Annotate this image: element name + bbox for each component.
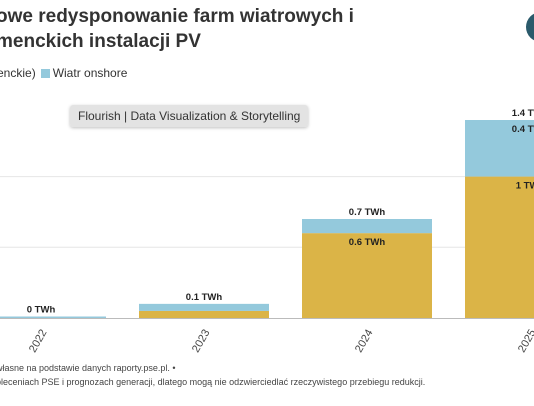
bar-2023-series-1 bbox=[139, 303, 269, 311]
bar-2024-series-0 bbox=[302, 233, 432, 318]
total-label-2023: 0.1 TWh bbox=[186, 292, 223, 303]
footer-note: bleceniach PSE i prognozach generacji, d… bbox=[0, 377, 426, 387]
legend: enckie) Wiatr onshore bbox=[0, 66, 127, 80]
segment-label-2025-1: 0.4 TWh bbox=[512, 124, 534, 135]
x-tick-label-2024: 2024 bbox=[353, 328, 376, 355]
legend-label-pv: enckie) bbox=[0, 66, 36, 80]
chart-title-line-1: owe redysponowanie farm wiatrowych i bbox=[0, 6, 354, 27]
flourish-watermark[interactable]: Flourish | Data Visualization & Storytel… bbox=[70, 105, 309, 127]
x-tick-label-2023: 2023 bbox=[190, 328, 213, 355]
chart-title: owe redysponowanie farm wiatrowych i men… bbox=[0, 4, 516, 54]
bar-2022-series-1 bbox=[0, 316, 106, 318]
bar-2023-series-0 bbox=[139, 310, 269, 318]
legend-label-wind: Wiatr onshore bbox=[52, 66, 128, 80]
legend-swatch-wind bbox=[40, 68, 50, 78]
x-tick-label-2025: 2025 bbox=[516, 328, 534, 355]
footer-source: własne na podstawie danych raporty.pse.p… bbox=[0, 363, 176, 373]
total-label-2024: 0.7 TWh bbox=[349, 207, 386, 218]
bar-2025-series-0 bbox=[465, 176, 534, 318]
x-tick-label-2022: 2022 bbox=[27, 328, 50, 355]
total-label-2022: 0 TWh bbox=[27, 305, 56, 316]
bar-2024-series-1 bbox=[302, 219, 432, 234]
segment-label-2024-0: 0.6 TWh bbox=[349, 237, 386, 248]
logo-icon bbox=[526, 12, 534, 42]
total-label-2025: 1.4 TWh bbox=[512, 108, 534, 119]
bar-2025-series-1 bbox=[465, 120, 534, 177]
segment-label-2025-0: 1 TWh bbox=[516, 181, 534, 192]
chart-title-line-2: menckich instalacji PV bbox=[0, 31, 201, 52]
